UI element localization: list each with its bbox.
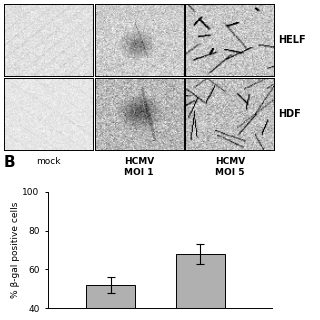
Text: HCMV
MOI 1: HCMV MOI 1 — [124, 157, 154, 177]
Text: B: B — [3, 155, 15, 170]
Bar — [176, 254, 225, 320]
Y-axis label: % β-gal positive cells: % β-gal positive cells — [11, 202, 20, 298]
Text: mock: mock — [36, 157, 61, 166]
Text: HELF: HELF — [278, 35, 306, 45]
Text: HCMV
MOI 5: HCMV MOI 5 — [215, 157, 245, 177]
Text: HDF: HDF — [278, 109, 301, 119]
Bar — [86, 285, 135, 320]
